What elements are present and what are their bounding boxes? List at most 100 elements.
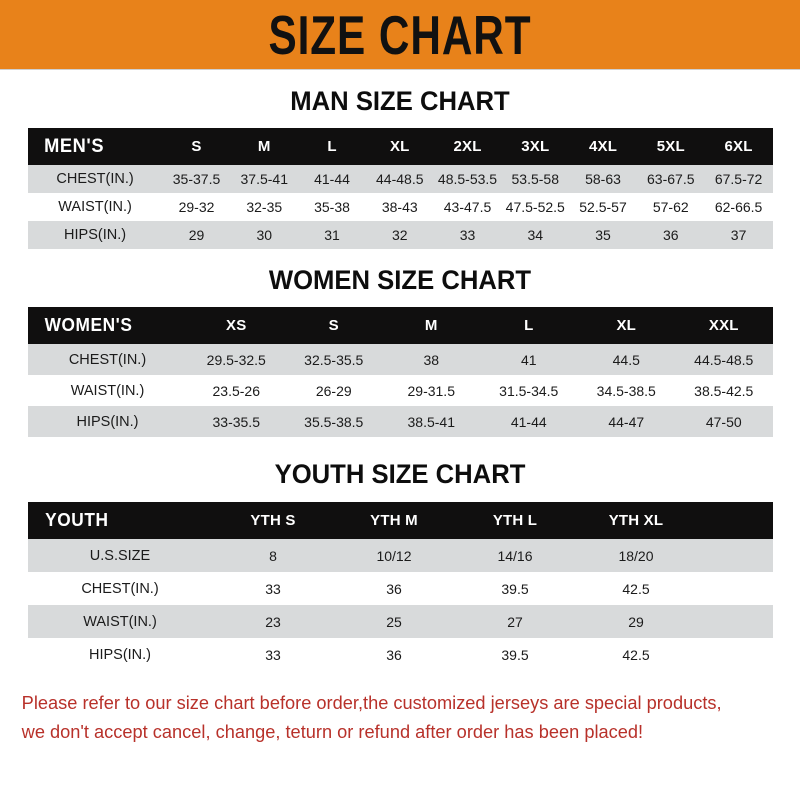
table-header-row: YOUTH YTH S YTH M YTH L YTH XL — [27, 502, 773, 539]
man-cell-1-8: 62-66.5 — [714, 199, 763, 215]
table-row: HIPS(IN.) 29 30 31 32 33 34 35 36 37 — [27, 221, 773, 249]
women-cell-0-4: 44.5 — [612, 351, 640, 368]
man-row-label-2: HIPS(IN.) — [64, 227, 127, 243]
women-row-label-2: HIPS(IN.) — [76, 413, 139, 430]
man-cell-2-0: 29 — [188, 227, 205, 243]
women-cell-2-3: 41-44 — [510, 413, 547, 430]
women-cell-1-0: 23.5-26 — [212, 382, 260, 399]
women-cell-1-3: 31.5-34.5 — [499, 382, 559, 399]
table-row: CHEST(IN.) 29.5-32.5 32.5-35.5 38 41 44.… — [27, 344, 773, 375]
man-size-col-2: L — [327, 138, 337, 155]
table-header-row: MEN'S S M L XL 2XL 3XL 4XL 5XL 6XL — [27, 128, 773, 165]
man-cell-2-8: 37 — [730, 227, 747, 243]
youth-size-section: YOUTH SIZE CHART YOUTH YTH S YTH M YTH L… — [0, 459, 800, 671]
youth-cell-2-1: 25 — [386, 613, 402, 630]
order-disclaimer: Please refer to our size chart before or… — [0, 689, 788, 746]
man-size-col-7: 5XL — [656, 138, 685, 155]
youth-cell-1-spacer — [697, 572, 773, 605]
disclaimer-line-2: we don't accept cancel, change, teturn o… — [21, 720, 644, 742]
man-size-col-3: XL — [389, 138, 410, 155]
man-cell-2-3: 32 — [391, 227, 408, 243]
women-size-col-5: XXL — [708, 317, 739, 334]
man-section-title: MAN SIZE CHART — [290, 86, 510, 116]
youth-cell-3-3: 42.5 — [622, 646, 650, 663]
youth-cell-2-0: 23 — [265, 613, 281, 630]
man-cell-2-7: 36 — [662, 227, 679, 243]
youth-header-spacer — [697, 502, 773, 539]
women-size-col-0: XS — [226, 317, 247, 334]
man-cell-1-1: 32-35 — [246, 199, 283, 215]
table-row: U.S.SIZE 8 10/12 14/16 18/20 — [27, 539, 773, 572]
women-table-header: WOMEN'S XS S M L XL XXL — [27, 307, 773, 344]
women-size-col-2: M — [424, 317, 438, 334]
youth-cell-0-1: 10/12 — [376, 547, 412, 564]
youth-cell-2-spacer — [697, 605, 773, 638]
women-size-section: WOMEN SIZE CHART WOMEN'S XS S M L XL XXL — [0, 265, 800, 437]
women-section-title: WOMEN SIZE CHART — [268, 265, 532, 295]
man-size-col-4: 2XL — [453, 138, 482, 155]
youth-row-label-0: U.S.SIZE — [89, 547, 151, 564]
youth-row-label-1: CHEST(IN.) — [81, 580, 159, 597]
man-row-label-1: WAIST(IN.) — [58, 199, 132, 215]
women-header-label: WOMEN'S — [44, 315, 132, 335]
man-size-col-5: 3XL — [521, 138, 550, 155]
man-cell-1-5: 47.5-52.5 — [505, 199, 565, 215]
page-title: SIZE CHART — [268, 3, 532, 66]
women-cell-1-2: 29-31.5 — [407, 382, 455, 399]
man-table-header: MEN'S S M L XL 2XL 3XL 4XL 5XL 6XL — [27, 128, 773, 165]
man-size-section: MAN SIZE CHART MEN'S S M L XL 2XL 3XL 4X… — [0, 86, 800, 249]
table-row: CHEST(IN.) 35-37.5 37.5-41 41-44 44-48.5… — [27, 165, 773, 193]
women-cell-1-1: 26-29 — [315, 382, 352, 399]
women-cell-2-0: 33-35.5 — [212, 413, 260, 430]
table-row: WAIST(IN.) 23 25 27 29 — [27, 605, 773, 638]
youth-cell-3-2: 39.5 — [501, 646, 529, 663]
women-cell-2-4: 44-47 — [608, 413, 645, 430]
man-cell-2-4: 33 — [459, 227, 476, 243]
man-table-body: CHEST(IN.) 35-37.5 37.5-41 41-44 44-48.5… — [27, 165, 773, 249]
youth-cell-1-3: 42.5 — [622, 580, 650, 597]
youth-cell-0-2: 14/16 — [497, 547, 533, 564]
youth-cell-2-3: 29 — [628, 613, 644, 630]
disclaimer-line-1: Please refer to our size chart before or… — [21, 692, 722, 713]
man-cell-0-8: 67.5-72 — [714, 171, 763, 187]
man-cell-0-2: 41-44 — [314, 171, 350, 187]
man-cell-1-3: 38-43 — [381, 199, 418, 215]
youth-cell-3-spacer — [697, 638, 773, 671]
women-cell-0-1: 32.5-35.5 — [304, 351, 364, 368]
women-size-col-1: S — [328, 317, 339, 334]
youth-row-label-3: HIPS(IN.) — [88, 646, 152, 663]
youth-cell-0-3: 18/20 — [618, 547, 654, 564]
youth-cell-1-2: 39.5 — [501, 580, 529, 597]
youth-table-header: YOUTH YTH S YTH M YTH L YTH XL — [27, 502, 773, 539]
man-size-col-8: 6XL — [724, 138, 753, 155]
man-cell-0-0: 35-37.5 — [172, 171, 221, 187]
youth-header-label: YOUTH — [44, 510, 108, 530]
man-cell-1-0: 29-32 — [178, 199, 215, 215]
women-cell-2-5: 47-50 — [705, 413, 742, 430]
table-row: HIPS(IN.) 33-35.5 35.5-38.5 38.5-41 41-4… — [27, 406, 773, 437]
youth-cell-1-0: 33 — [265, 580, 281, 597]
table-row: WAIST(IN.) 23.5-26 26-29 29-31.5 31.5-34… — [27, 375, 773, 406]
man-cell-2-5: 34 — [527, 227, 544, 243]
table-row: WAIST(IN.) 29-32 32-35 35-38 38-43 43-47… — [27, 193, 773, 221]
man-cell-1-2: 35-38 — [314, 199, 350, 215]
youth-size-table: YOUTH YTH S YTH M YTH L YTH XL U.S.SIZE … — [27, 502, 773, 671]
women-row-label-1: WAIST(IN.) — [70, 382, 145, 399]
youth-section-title: YOUTH SIZE CHART — [274, 459, 526, 489]
man-cell-2-2: 31 — [324, 227, 340, 243]
women-size-table: WOMEN'S XS S M L XL XXL CHEST(IN.) 29.5-… — [27, 307, 773, 437]
youth-cell-3-1: 36 — [386, 646, 402, 663]
women-size-col-4: XL — [616, 317, 637, 334]
man-cell-0-4: 48.5-53.5 — [437, 171, 498, 187]
table-row: CHEST(IN.) 33 36 39.5 42.5 — [27, 572, 773, 605]
women-size-col-3: L — [524, 317, 534, 334]
man-cell-0-7: 63-67.5 — [647, 171, 695, 187]
table-row: HIPS(IN.) 33 36 39.5 42.5 — [27, 638, 773, 671]
youth-cell-0-0: 8 — [269, 547, 277, 564]
women-table-body: CHEST(IN.) 29.5-32.5 32.5-35.5 38 41 44.… — [27, 344, 773, 437]
man-cell-0-6: 58-63 — [585, 171, 621, 187]
man-header-label: MEN'S — [43, 135, 104, 157]
man-cell-1-4: 43-47.5 — [443, 199, 492, 215]
women-cell-1-4: 34.5-38.5 — [596, 382, 656, 399]
